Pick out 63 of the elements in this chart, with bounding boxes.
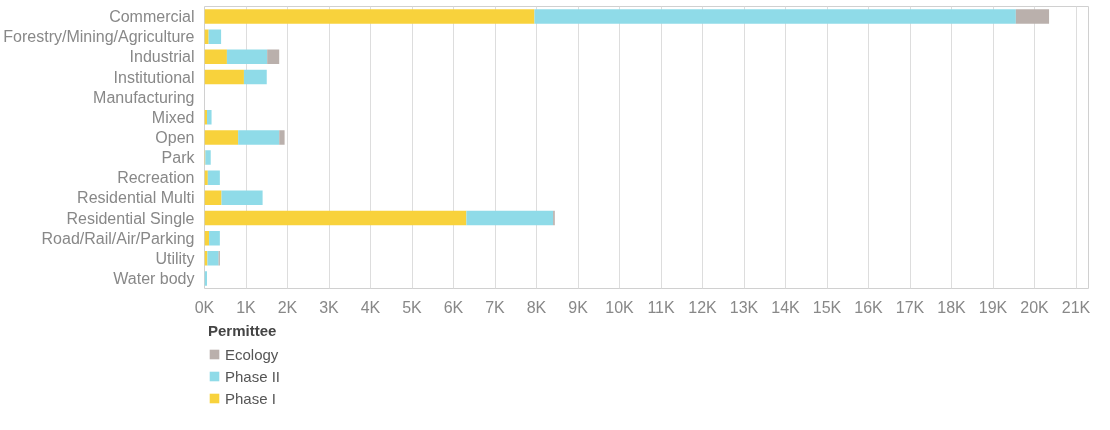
y-tick-label: Commercial (109, 8, 195, 26)
x-tick-label: 2K (277, 298, 298, 316)
x-tick-label: 18K (937, 298, 967, 316)
bar (204, 190, 222, 206)
x-tick-label: 16K (854, 298, 884, 316)
x-tick-label: 20K (1020, 298, 1050, 316)
bar (205, 150, 211, 165)
legend-label: Phase I (225, 388, 276, 408)
y-tick-label: Open (155, 128, 195, 146)
y-tick-label: Institutional (113, 68, 195, 86)
bar (208, 29, 222, 44)
x-tick-label: 15K (812, 298, 842, 316)
x-tick-label: 10K (605, 298, 635, 316)
bar (204, 130, 239, 145)
bar (204, 210, 467, 226)
x-tick-label: 7K (485, 298, 506, 316)
bar (206, 110, 212, 125)
x-tick-label: 1K (236, 298, 257, 316)
x-tick-label: 12K (688, 298, 718, 316)
legend-label: Ecology (225, 344, 279, 364)
x-tick-label: 0K (194, 298, 215, 316)
bar (466, 210, 554, 226)
x-tick-label: 14K (771, 298, 801, 316)
y-tick-label: Park (161, 149, 196, 167)
x-tick-label: 21K (1061, 298, 1091, 316)
x-tick-label: 5K (402, 298, 423, 316)
y-tick-label: Water body (113, 269, 195, 287)
y-tick-label: Residential Multi (77, 189, 195, 207)
bar (204, 49, 227, 65)
legend-label: Phase II (225, 366, 281, 386)
bar (209, 230, 220, 246)
x-tick-label: 11K (647, 298, 675, 316)
y-tick-label: Utility (155, 249, 195, 267)
bar (204, 170, 208, 185)
y-tick-label: Mixed (151, 108, 195, 126)
bar (267, 49, 280, 65)
bar (221, 190, 263, 206)
y-tick-label: Residential Single (66, 209, 195, 227)
bar (1015, 9, 1050, 24)
legend-title: Permittee (208, 322, 278, 339)
y-tick-label: Manufacturing (93, 88, 195, 106)
y-tick-label: Recreation (117, 169, 195, 187)
x-tick-label: 9K (568, 298, 589, 316)
y-tick-label: Road/Rail/Air/Parking (41, 229, 195, 247)
x-tick-label: 3K (319, 298, 340, 316)
x-tick-label: 19K (978, 298, 1008, 316)
x-tick-label: 6K (443, 298, 464, 316)
bar (243, 69, 267, 85)
x-tick-label: 4K (360, 298, 381, 316)
x-tick-label: 17K (895, 298, 925, 316)
bar (204, 9, 535, 24)
bar (207, 170, 220, 185)
bar (238, 130, 280, 145)
bar (226, 49, 268, 65)
x-tick-label: 13K (729, 298, 759, 316)
y-tick-label: Forestry/Mining/Agriculture (3, 28, 195, 46)
bar (204, 29, 209, 44)
bar (204, 69, 244, 85)
bar (279, 130, 285, 145)
bar (534, 9, 1016, 24)
x-tick-label: 8K (526, 298, 547, 316)
y-tick-label: Industrial (129, 48, 195, 66)
bar (207, 251, 219, 266)
